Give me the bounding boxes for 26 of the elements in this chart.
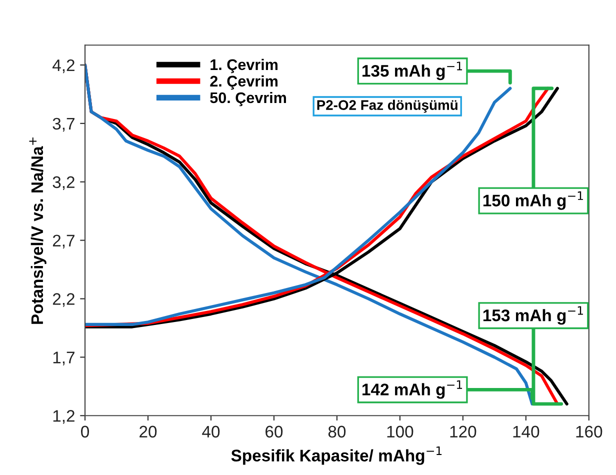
x-axis-title: Spesifik Kapasite/ mAhg$^{−1}$	[231, 446, 442, 465]
annotation: 150 mAh g$^{−1}$	[483, 191, 583, 210]
x-tick-label: 120	[450, 426, 476, 438]
x-tick-label: 140	[513, 426, 540, 438]
annotation: 142 mAh g$^{−1}$	[362, 380, 462, 399]
x-tick-label: 160	[576, 426, 602, 438]
annotation: 135 mAh g$^{−1}$	[362, 62, 462, 80]
legend-label: 50. Çevrim	[210, 92, 286, 106]
annotation: 153 mAh g$^{−1}$	[483, 306, 583, 325]
legend-label: 1. Çevrim	[210, 58, 278, 74]
x-tick-label: 100	[387, 426, 414, 438]
y-tick-label: 1,7	[53, 352, 74, 366]
y-axis-title: Potansiyel/V vs. Na/Na$^{+}$	[29, 138, 46, 324]
y-tick-label: 4,2	[52, 59, 74, 74]
y-tick-label: 3,2	[52, 176, 74, 190]
x-tick-label: 60	[266, 426, 283, 438]
x-tick-label: 20	[140, 426, 157, 438]
y-tick-label: 2,2	[52, 293, 74, 307]
annotation: P2-O2 Faz dönüşümü	[317, 100, 458, 113]
y-tick-label: 1,2	[53, 410, 74, 424]
legend-label: 2. Çevrim	[210, 75, 278, 90]
y-tick-label: 2,7	[52, 234, 74, 248]
x-tick-label: 80	[328, 426, 346, 438]
x-tick-label: 0	[81, 426, 89, 438]
y-tick-label: 3,7	[52, 118, 74, 132]
x-tick-label: 40	[202, 426, 220, 438]
